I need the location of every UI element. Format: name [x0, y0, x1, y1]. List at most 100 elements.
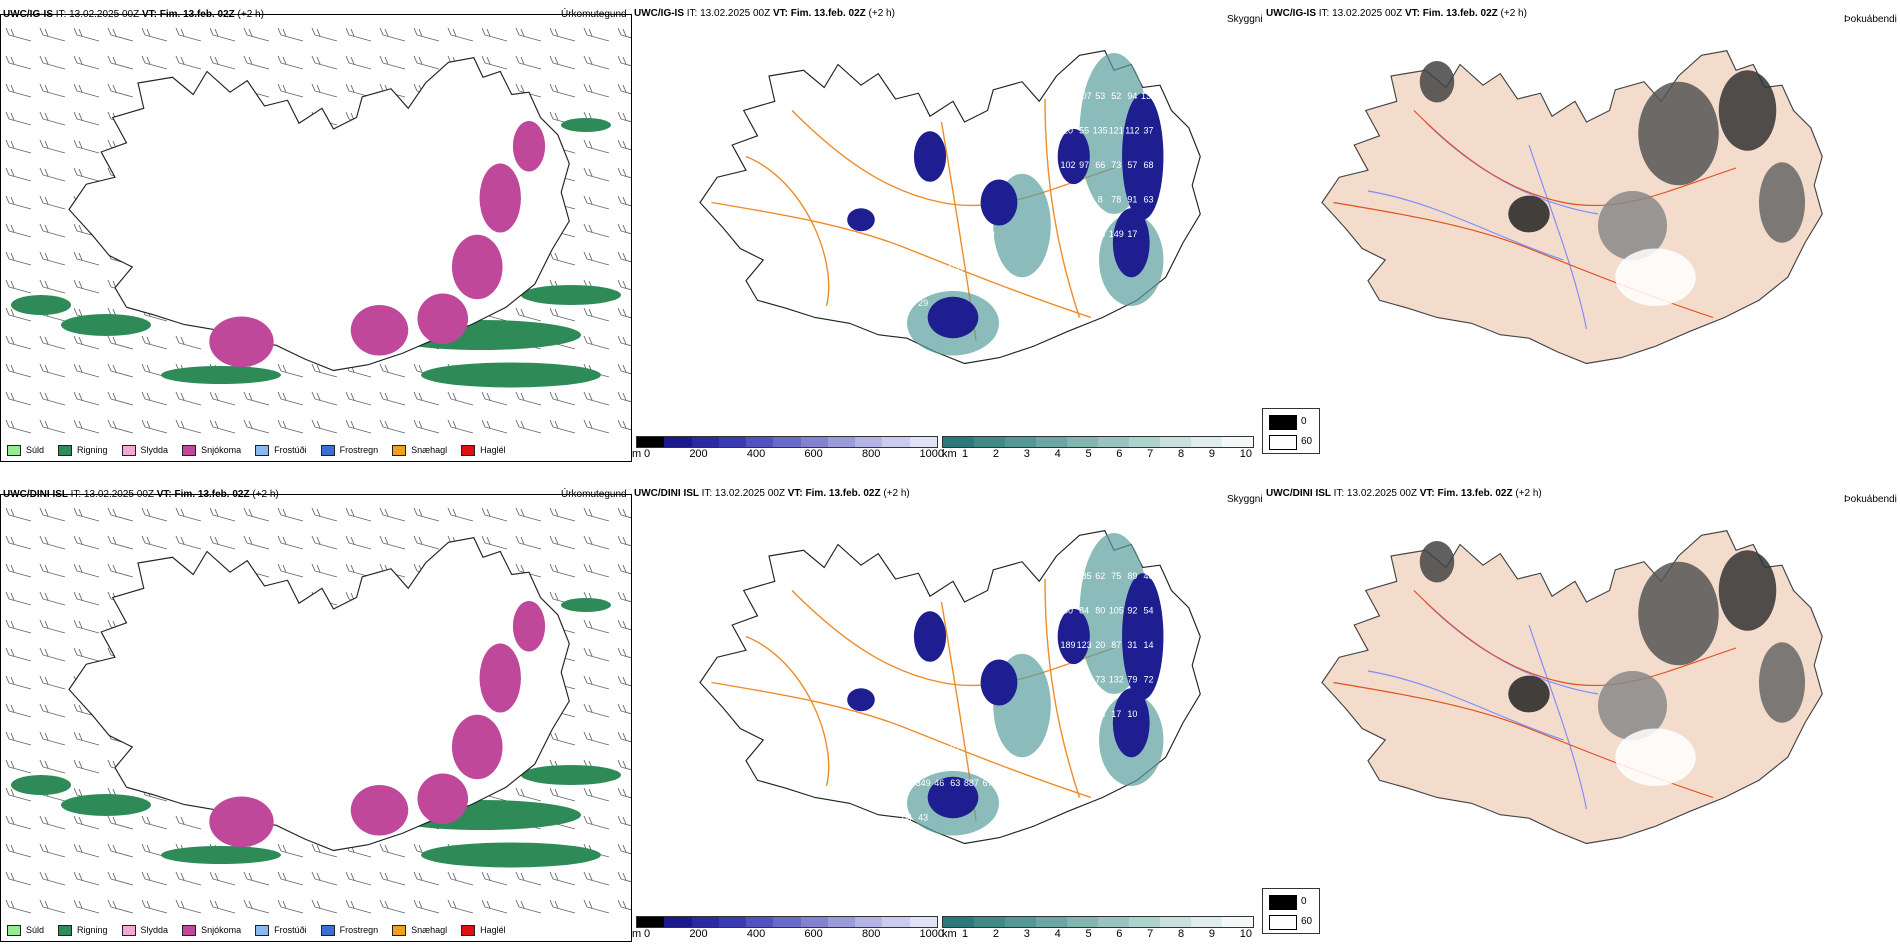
wind-barb — [549, 563, 576, 578]
snow-area — [451, 714, 503, 780]
legend-swatch — [182, 444, 197, 456]
ceiling-value-label: 132 — [1109, 675, 1124, 685]
colorbar-cell — [882, 917, 910, 927]
ceiling-value-label: 78 — [1111, 195, 1121, 205]
wind-barb — [5, 619, 32, 634]
visibility-unit: km — [942, 448, 957, 460]
ceiling-value-label: 46 — [1143, 571, 1153, 581]
wind-barb — [209, 507, 236, 522]
wind-barb — [311, 391, 338, 406]
ceiling-value-label: 165 — [916, 264, 931, 274]
wind-barb — [5, 703, 32, 718]
wind-barb — [413, 871, 440, 886]
tick-label: 1 — [962, 928, 969, 940]
wind-barb — [583, 675, 610, 690]
wind-barb — [107, 55, 134, 70]
ceiling-value-label: 88 — [1079, 195, 1089, 205]
rain-area — [61, 794, 151, 816]
lead-time: (+2 h) — [883, 488, 910, 499]
ceiling-value-label: 54 — [1143, 606, 1153, 616]
colorbar-cell — [1098, 917, 1129, 927]
wind-barb — [583, 27, 610, 42]
wind-barb — [345, 27, 372, 42]
wind-barb — [107, 815, 134, 830]
forecast-row-top: UWC/IG-IS IT: 13.02.2025 00Z VT: Fim. 13… — [0, 0, 1900, 462]
wind-barb — [243, 535, 270, 550]
ceiling-value-label: 15 — [902, 778, 912, 788]
ceiling-value-label: 62 — [1095, 571, 1105, 581]
lead-time: (+2 h) — [252, 489, 279, 500]
snow-area — [417, 293, 469, 345]
fog-indicator-area — [1419, 61, 1455, 103]
wind-barb — [481, 27, 508, 42]
rain-area — [421, 362, 601, 388]
tick-label: 4 — [1054, 928, 1061, 940]
legend-label: Snjókoma — [201, 445, 242, 455]
valid-time: VT: Fim. 13.feb. 02Z — [141, 9, 238, 20]
tick-label: 0 — [644, 928, 651, 940]
wind-barb — [549, 899, 576, 914]
wind-barb — [277, 871, 304, 886]
legend-item: Haglél — [461, 444, 506, 456]
ceiling-value-label: 72 — [1063, 195, 1073, 205]
visibility-panel: 119 107 53 52 94 138 20 55 135 121 112 37 102 97 66 73 5… — [632, 0, 1320, 460]
ceiling-value-label: 14 — [982, 744, 992, 754]
ceiling-value-label: 10 — [1127, 709, 1137, 719]
colorbar-cell — [1067, 437, 1098, 447]
legend-label: Frostregn — [339, 925, 379, 935]
ceiling-value-label: 135 — [1093, 126, 1108, 136]
wind-barb — [481, 507, 508, 522]
wind-barb — [39, 563, 66, 578]
tick-label: 5 — [1085, 928, 1092, 940]
wind-barb — [73, 759, 100, 774]
wind-barb — [583, 195, 610, 210]
wind-barb — [583, 899, 610, 914]
wind-barb — [107, 871, 134, 886]
low-ceiling-area — [1122, 93, 1164, 220]
tick-label: 3 — [1023, 448, 1030, 460]
wind-barb — [73, 731, 100, 746]
wind-barb — [209, 899, 236, 914]
wind-barb — [5, 675, 32, 690]
ceiling-value-label: 72 — [982, 264, 992, 274]
wind-barb — [379, 419, 406, 434]
wind-barb — [277, 391, 304, 406]
legend-label: Snæhagl — [411, 925, 448, 935]
wind-barb — [39, 507, 66, 522]
wind-barb — [5, 759, 32, 774]
legend-swatch — [461, 924, 476, 936]
legend-label: Haglél — [480, 445, 506, 455]
rain-area — [161, 366, 281, 384]
wind-barb — [73, 899, 100, 914]
wind-barb — [107, 899, 134, 914]
wind-barb — [617, 871, 631, 883]
legend-item: Frostúði — [255, 924, 307, 936]
wind-barb — [141, 419, 168, 434]
lead-time: (+2 h) — [237, 9, 264, 20]
fog-indicator-area — [1759, 642, 1805, 723]
tick-label: 10 — [1239, 928, 1252, 940]
fog-map — [1321, 50, 1823, 365]
tick-label: 7 — [1147, 448, 1154, 460]
colorbar-cell — [664, 917, 692, 927]
wind-barb — [5, 899, 32, 914]
model-name: UWC/DINI ISL — [3, 489, 71, 500]
tick-label: 200 — [689, 928, 708, 940]
panel-title: UWC/IG-IS IT: 13.02.2025 00Z VT: Fim. 13… — [3, 9, 264, 20]
wind-barb — [5, 111, 32, 126]
wind-barb — [515, 535, 542, 550]
wind-barb — [107, 507, 134, 522]
wind-barb — [481, 55, 508, 70]
iceland-map — [68, 537, 570, 852]
rain-area — [561, 598, 611, 612]
wind-barb — [107, 363, 134, 378]
colorbar-cell — [1160, 437, 1191, 447]
tick-label: 2 — [992, 448, 999, 460]
wind-barb — [583, 703, 610, 718]
tick-label: 800 — [861, 448, 881, 460]
wind-barb — [39, 419, 66, 434]
colorbar-cell — [827, 437, 856, 447]
ceiling-value-label: 87 — [1111, 640, 1121, 650]
ceiling-value-label: 68 — [1143, 160, 1153, 170]
